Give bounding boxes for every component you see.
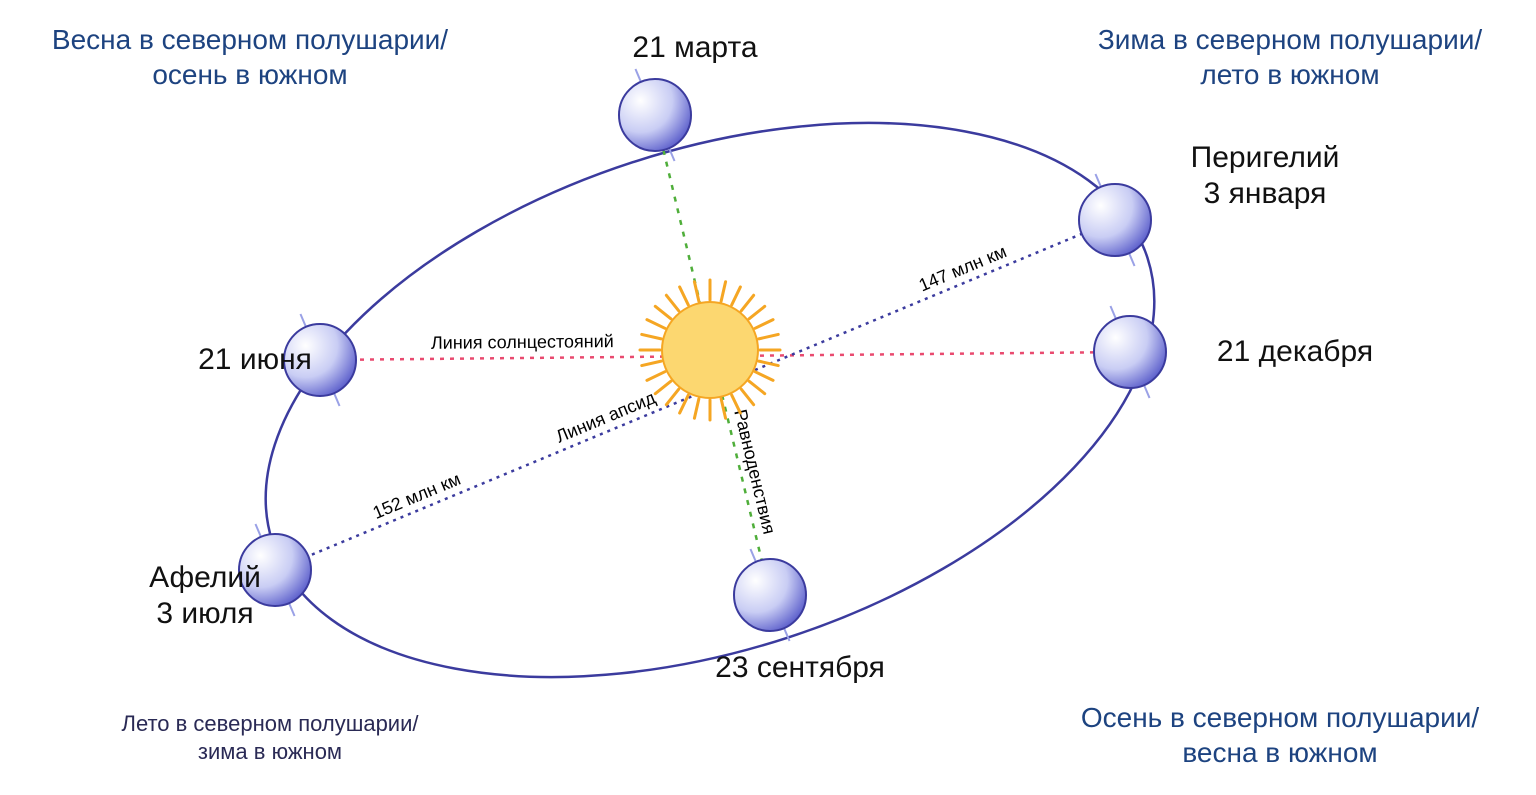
date-mar21: 21 марта <box>585 30 805 66</box>
corner-bottom-right: Осень в северном полушарии/весна в южном <box>1040 700 1520 770</box>
date-dec21: 21 декабря <box>1185 334 1405 370</box>
c-br-line1: Осень в северном полушарии/ <box>1040 700 1520 735</box>
c-tl-line1: Весна в северном полушарии/ <box>20 22 480 57</box>
aphelion-distance: 152 млн км <box>370 469 464 523</box>
date-jun21: 21 июня <box>145 342 365 378</box>
date-sep23: 23 сентября <box>690 650 910 686</box>
earth-sep23 <box>734 549 806 641</box>
date-aphelion: Афелий3 июля <box>95 560 315 632</box>
earth-perihelion <box>1079 174 1151 266</box>
equinox-label: Равноденствия <box>730 407 779 536</box>
c-bl-line2: зима в южном <box>80 738 460 766</box>
earth-dec21 <box>1094 306 1166 398</box>
corner-bottom-left: Лето в северном полушарии/зима в южном <box>80 710 460 765</box>
c-tr-line1: Зима в северном полушарии/ <box>1060 22 1520 57</box>
c-bl-line1: Лето в северном полушарии/ <box>80 710 460 738</box>
apsides-label: Линия апсид <box>553 387 659 446</box>
corner-top-right: Зима в северном полушарии/лето в южном <box>1060 22 1520 92</box>
date-perihelion: Перигелий3 января <box>1155 140 1375 212</box>
c-tr-line2: лето в южном <box>1060 57 1520 92</box>
solstice-label: Линия солнцестояний <box>431 331 614 353</box>
corner-top-left: Весна в северном полушарии/осень в южном <box>20 22 480 92</box>
c-tl-line2: осень в южном <box>20 57 480 92</box>
perihelion-distance: 147 млн км <box>916 241 1010 295</box>
c-br-line2: весна в южном <box>1040 735 1520 770</box>
sun <box>640 280 780 420</box>
